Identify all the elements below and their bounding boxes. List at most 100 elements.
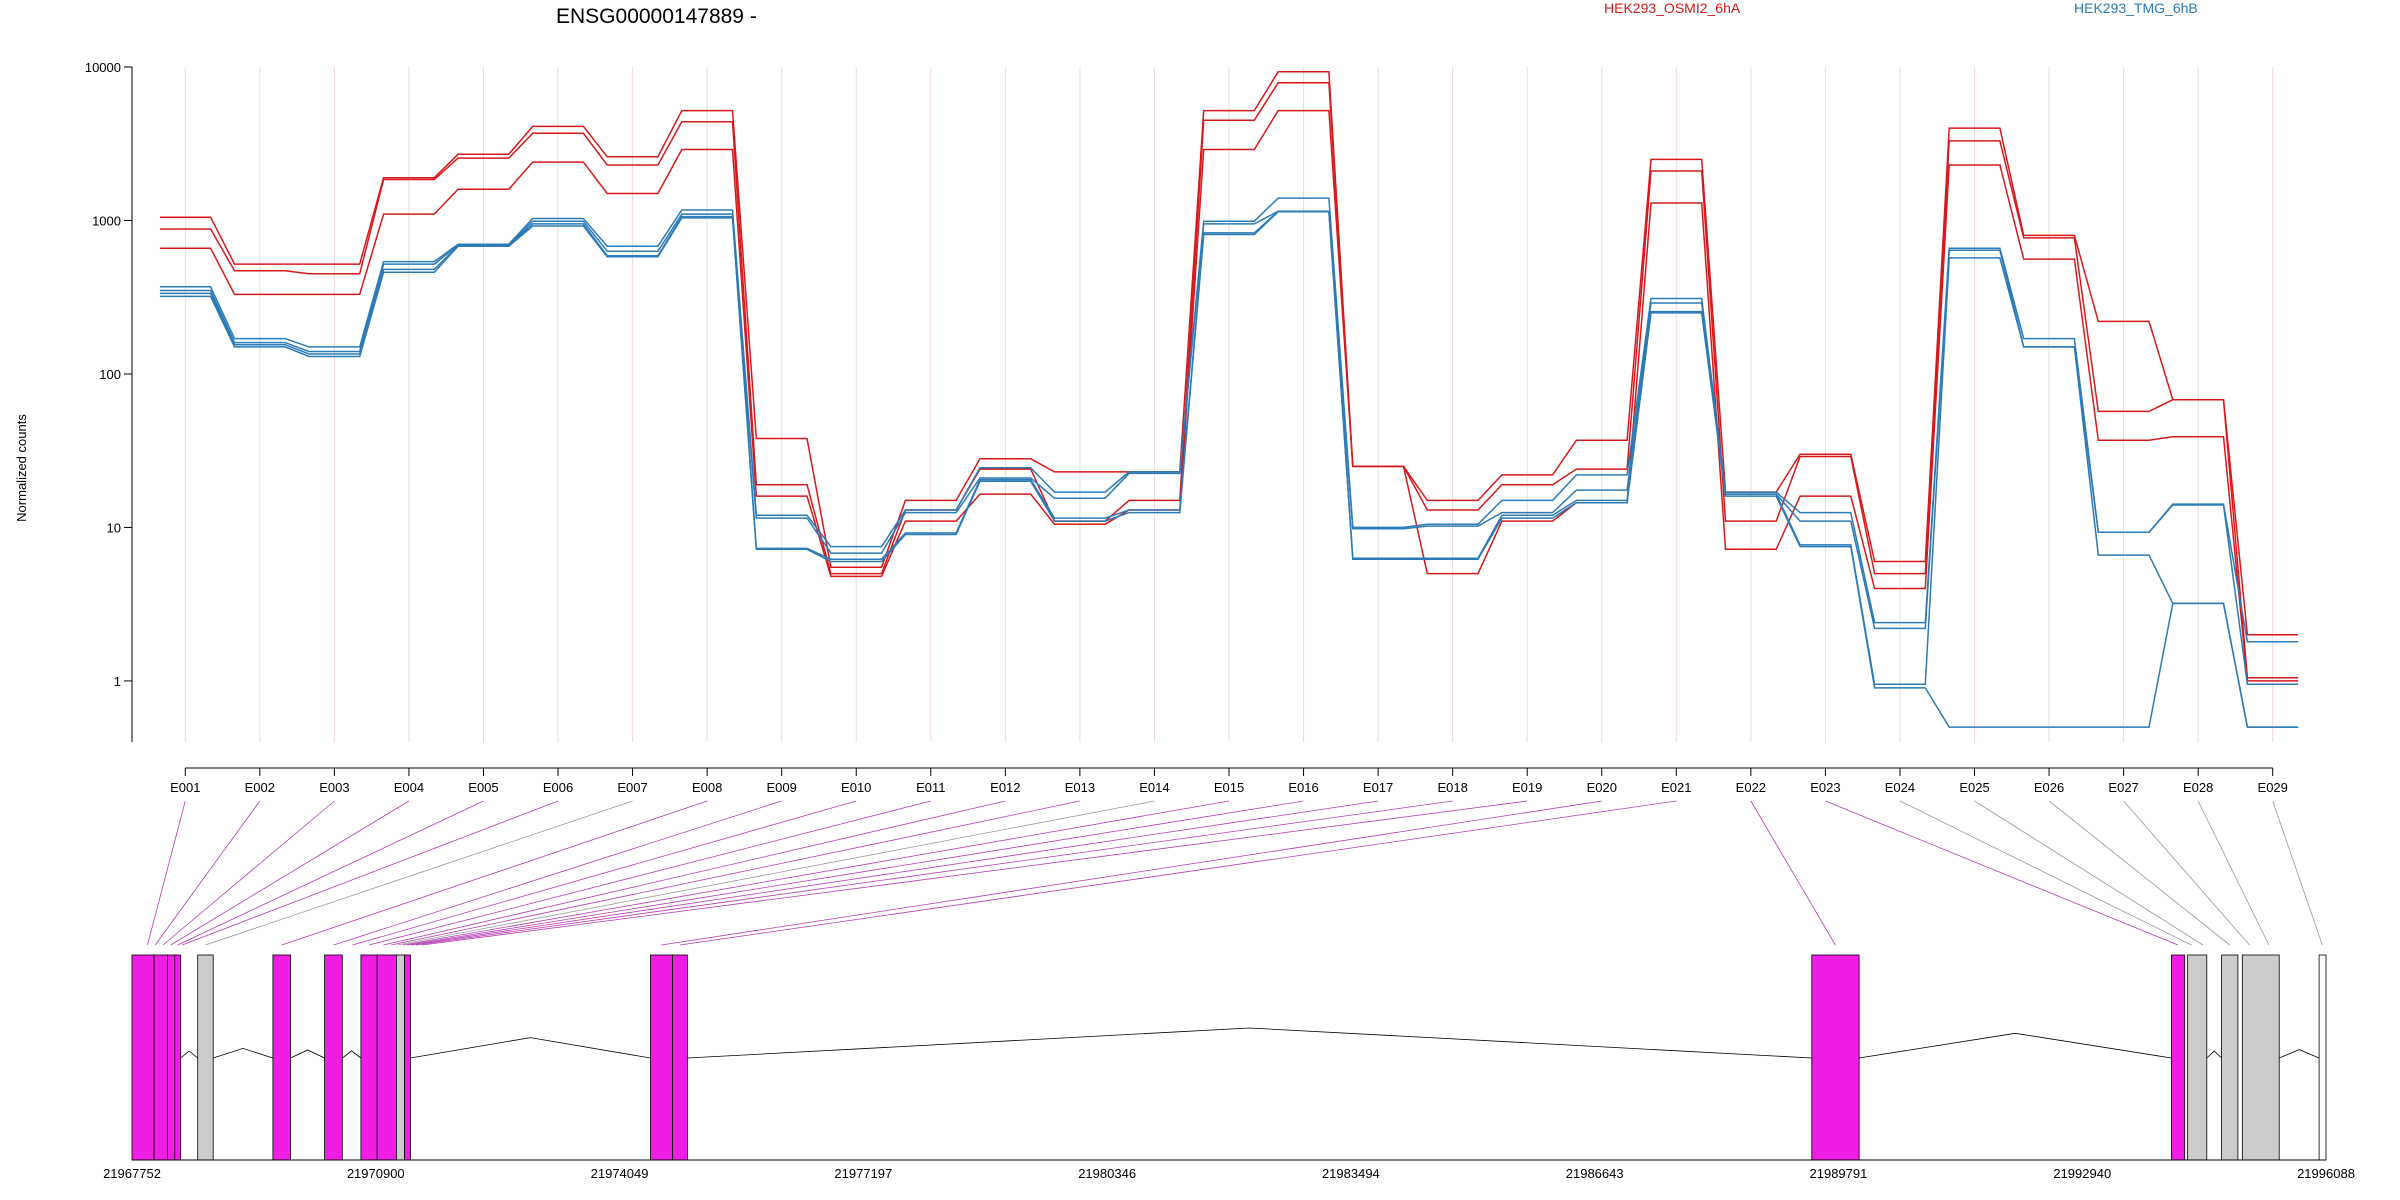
x-tick-label-e026: E026 bbox=[2034, 780, 2064, 795]
legend-entry-tmg: HEK293_TMG_6hB bbox=[2074, 0, 2198, 16]
series-traces bbox=[159, 71, 2299, 728]
gene-tick-label-21980346: 21980346 bbox=[1078, 1166, 1136, 1181]
exon-block-18 bbox=[2241, 954, 2280, 1161]
y-tick-label-1: 1 bbox=[114, 674, 121, 689]
connector-e015 bbox=[402, 800, 1230, 946]
exon-block-16 bbox=[2187, 954, 2208, 1161]
x-tick-label-e018: E018 bbox=[1437, 780, 1467, 795]
connector-e019 bbox=[422, 800, 1528, 946]
gene-tick-label-21977197: 21977197 bbox=[834, 1166, 892, 1181]
x-tick-label-e023: E023 bbox=[1810, 780, 1840, 795]
intron-5 bbox=[212, 1047, 274, 1059]
connector-e022 bbox=[1750, 800, 1836, 946]
connector-e008 bbox=[281, 800, 708, 946]
series-trace-6 bbox=[159, 210, 2299, 728]
intron-13 bbox=[687, 1027, 1812, 1059]
connector-e029 bbox=[2272, 800, 2323, 946]
grid-lines bbox=[184, 67, 2274, 742]
gene-tick-label-21974049: 21974049 bbox=[591, 1166, 649, 1181]
connector-e002 bbox=[154, 800, 261, 946]
exon-block-5 bbox=[197, 954, 214, 1161]
gene-tick-label-21970900: 21970900 bbox=[347, 1166, 405, 1181]
x-tick-label-e017: E017 bbox=[1363, 780, 1393, 795]
exon-block-15 bbox=[2170, 954, 2186, 1161]
intron-6 bbox=[290, 1049, 325, 1059]
connector-e021 bbox=[679, 800, 1677, 946]
x-tick-label-e006: E006 bbox=[543, 780, 573, 795]
exon-block-2 bbox=[153, 954, 168, 1161]
exon-block-7 bbox=[324, 954, 343, 1161]
x-tick-label-e028: E028 bbox=[2183, 780, 2213, 795]
x-tick-label-e014: E014 bbox=[1139, 780, 1169, 795]
gene-tick-label-21996088: 21996088 bbox=[2297, 1166, 2355, 1181]
x-tick-label-e009: E009 bbox=[767, 780, 797, 795]
x-tick-label-e001: E001 bbox=[170, 780, 200, 795]
y-tick-label-10: 10 bbox=[107, 520, 121, 535]
chart-title: ENSG00000147889 - bbox=[556, 5, 757, 28]
x-tick-label-e022: E022 bbox=[1736, 780, 1766, 795]
x-tick-label-e011: E011 bbox=[916, 780, 945, 795]
exon-block-8 bbox=[360, 954, 378, 1161]
exon-block-9 bbox=[376, 954, 397, 1161]
connector-e026 bbox=[2048, 800, 2231, 946]
x-tick-label-e010: E010 bbox=[841, 780, 871, 795]
connector-e018 bbox=[415, 800, 1453, 946]
x-tick-label-e002: E002 bbox=[245, 780, 275, 795]
gene-tick-label-21992940: 21992940 bbox=[2053, 1166, 2111, 1181]
connector-e012 bbox=[383, 800, 1006, 946]
intron-4 bbox=[180, 1050, 198, 1059]
connector-e014 bbox=[397, 800, 1155, 946]
gene-tick-label-21986643: 21986643 bbox=[1566, 1166, 1624, 1181]
connector-e009 bbox=[333, 800, 782, 946]
connector-e001 bbox=[147, 800, 186, 946]
y-axis-label: Normalized counts bbox=[14, 414, 29, 522]
intron-16 bbox=[2206, 1050, 2222, 1059]
x-tick-label-e020: E020 bbox=[1587, 780, 1617, 795]
x-tick-label-e027: E027 bbox=[2108, 780, 2138, 795]
connector-e025 bbox=[1974, 800, 2204, 946]
x-tick-label-e016: E016 bbox=[1288, 780, 1318, 795]
connector-e023 bbox=[1825, 800, 2179, 946]
x-tick-label-e012: E012 bbox=[990, 780, 1020, 795]
intron-11 bbox=[410, 1037, 651, 1059]
series-trace-7 bbox=[159, 210, 2299, 728]
exon-block-14 bbox=[1811, 954, 1860, 1161]
connector-e013 bbox=[391, 800, 1080, 946]
x-tick-label-e024: E024 bbox=[1885, 780, 1915, 795]
exon-block-11 bbox=[404, 954, 411, 1161]
x-tick-label-e019: E019 bbox=[1512, 780, 1542, 795]
exon-block-17 bbox=[2221, 954, 2239, 1161]
exon-block-4 bbox=[174, 954, 182, 1161]
exon-block-10 bbox=[395, 954, 405, 1161]
exon-block-1 bbox=[131, 954, 155, 1161]
series-trace-5 bbox=[159, 210, 2299, 686]
x-tick-label-e007: E007 bbox=[617, 780, 647, 795]
y-tick-label-1000: 1000 bbox=[92, 213, 121, 228]
exon-block-13 bbox=[672, 954, 688, 1161]
connector-e006 bbox=[182, 800, 559, 946]
x-tick-label-e029: E029 bbox=[2258, 780, 2288, 795]
connector-e004 bbox=[170, 800, 410, 946]
connector-e010 bbox=[352, 800, 857, 946]
x-tick-label-e005: E005 bbox=[468, 780, 498, 795]
x-tick-label-e021: E021 bbox=[1661, 780, 1691, 795]
gene-tick-label-21989791: 21989791 bbox=[1810, 1166, 1868, 1181]
exon-block-6 bbox=[272, 954, 291, 1161]
connector-e011 bbox=[368, 800, 931, 946]
connector-e020 bbox=[661, 800, 1602, 946]
connector-e028 bbox=[2197, 800, 2270, 946]
x-axis: E001 E002 E003 E004 E005 E006 E007 E008 E009 E010… bbox=[170, 767, 2288, 795]
y-tick-label-100: 100 bbox=[99, 367, 121, 382]
exon-connectors bbox=[147, 800, 2323, 946]
connector-e024 bbox=[1899, 800, 2192, 946]
series-trace-3 bbox=[159, 109, 2299, 682]
connector-e016 bbox=[407, 800, 1304, 946]
x-tick-label-e004: E004 bbox=[394, 780, 424, 795]
connector-e017 bbox=[411, 800, 1379, 946]
exon-block-19 bbox=[2318, 954, 2327, 1161]
x-tick-label-e003: E003 bbox=[319, 780, 349, 795]
gene-tick-label-21967752: 21967752 bbox=[103, 1166, 161, 1181]
x-tick-label-e025: E025 bbox=[1959, 780, 1989, 795]
x-tick-label-e008: E008 bbox=[692, 780, 722, 795]
